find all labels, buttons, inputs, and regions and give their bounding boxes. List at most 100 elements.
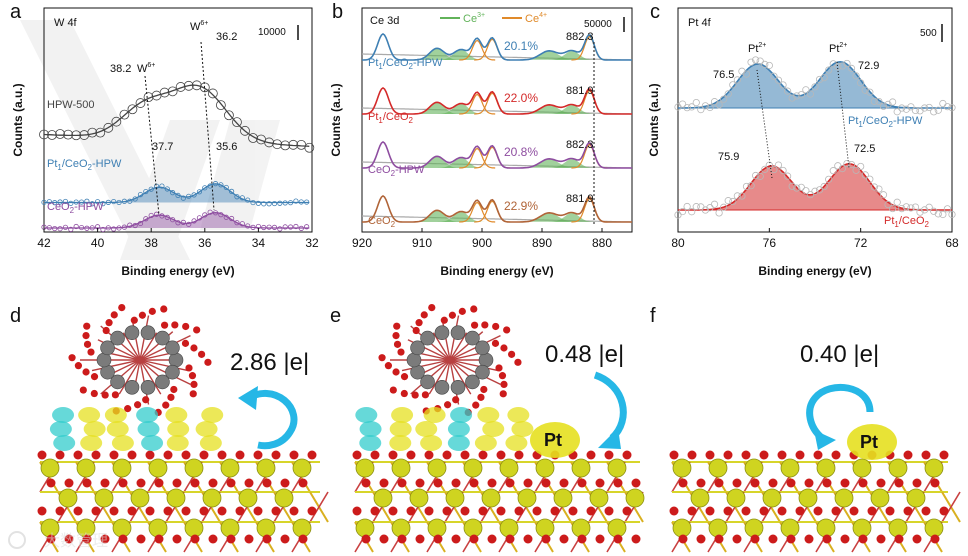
ce-atom (481, 488, 501, 508)
w-atom (155, 374, 170, 390)
data-point (143, 188, 149, 195)
o-atom (478, 450, 488, 460)
data-point (68, 200, 74, 206)
data-point (838, 164, 847, 173)
ce3-component (548, 104, 596, 114)
o-atom (298, 478, 308, 488)
o-atom (442, 506, 452, 516)
data-point (916, 208, 924, 216)
peak-annotation: 882.3 (566, 31, 594, 43)
ce-atom (130, 488, 150, 508)
o-atom (307, 450, 317, 460)
o-atom (82, 332, 90, 340)
o-atom (109, 450, 119, 460)
data-point (282, 224, 288, 230)
o-atom (500, 380, 508, 388)
w-atom (410, 340, 425, 356)
bond (449, 332, 468, 361)
data-point (46, 199, 52, 205)
o-atom (393, 340, 402, 348)
ce-atom (924, 518, 944, 538)
data-point (710, 200, 719, 208)
bond (428, 359, 451, 395)
o-atom (440, 316, 448, 324)
o-atom (433, 534, 443, 544)
o-atom (193, 326, 201, 334)
data-point (793, 92, 801, 100)
ce3-percent: 20.8% (504, 145, 538, 159)
x-tick-label: 36 (198, 236, 212, 250)
data-point (852, 166, 860, 174)
data-point (811, 83, 819, 91)
o-atom (795, 450, 805, 460)
data-point (175, 192, 181, 199)
o-atom (523, 478, 533, 488)
o-atom (145, 506, 155, 516)
o-atom (127, 506, 137, 516)
data-point (829, 167, 837, 175)
data-point (272, 139, 283, 150)
spectra-group (674, 56, 956, 219)
o-atom (723, 506, 733, 516)
o-atom (73, 450, 83, 460)
ce-atom (463, 518, 483, 538)
o-atom (124, 405, 132, 413)
ce-atom (220, 458, 240, 478)
ce-atom (816, 458, 836, 478)
ce-atom (292, 518, 312, 538)
data-point (898, 205, 906, 213)
ce-atom (112, 458, 132, 478)
panel-letter-a: a (10, 1, 22, 23)
data-point (255, 200, 261, 206)
chart-title: Ce 3d (370, 15, 399, 27)
data-point (78, 224, 85, 231)
o-atom (411, 391, 419, 399)
o-atom (487, 478, 497, 488)
o-atom (750, 478, 760, 488)
o-atom (669, 450, 679, 460)
data-point (170, 190, 176, 196)
data-point (857, 79, 865, 87)
data-point (852, 72, 860, 80)
panel-letter-d: d (10, 305, 21, 327)
o-atom (384, 362, 393, 370)
ce4-component (459, 201, 496, 223)
o-atom (370, 450, 380, 460)
o-atom (568, 506, 578, 516)
data-point (875, 97, 883, 106)
series-label: CeO2 (368, 215, 396, 229)
o-atom (415, 319, 423, 327)
data-point (127, 104, 138, 115)
data-point (788, 94, 796, 102)
o-atom (110, 311, 118, 319)
ce3-percent: 20.1% (504, 39, 538, 53)
arrow-head (238, 386, 258, 410)
o-atom (622, 506, 632, 516)
o-atom (37, 506, 47, 516)
data-point (229, 188, 235, 194)
o-atom (499, 390, 507, 398)
data-point (191, 80, 202, 91)
w-atom (465, 330, 480, 346)
charge-density-blob (420, 435, 443, 451)
data-point (866, 88, 874, 96)
o-atom (696, 478, 706, 488)
o-atom (478, 506, 488, 516)
data-point (199, 82, 210, 93)
charge-density-blob (482, 421, 505, 437)
data-point (843, 59, 851, 68)
charge-density-blob (423, 407, 446, 423)
o-atom (82, 368, 90, 376)
bond (432, 332, 451, 361)
w-atom (420, 374, 435, 390)
data-point (930, 108, 938, 116)
charge-density-blob (359, 435, 382, 451)
charge-density-blob (49, 421, 72, 437)
o-atom (181, 339, 190, 347)
data-point (920, 104, 929, 112)
o-atom (379, 534, 389, 544)
data-point (779, 81, 787, 89)
data-point (779, 166, 787, 175)
o-atom (424, 450, 434, 460)
charge-density-blob (166, 435, 189, 451)
